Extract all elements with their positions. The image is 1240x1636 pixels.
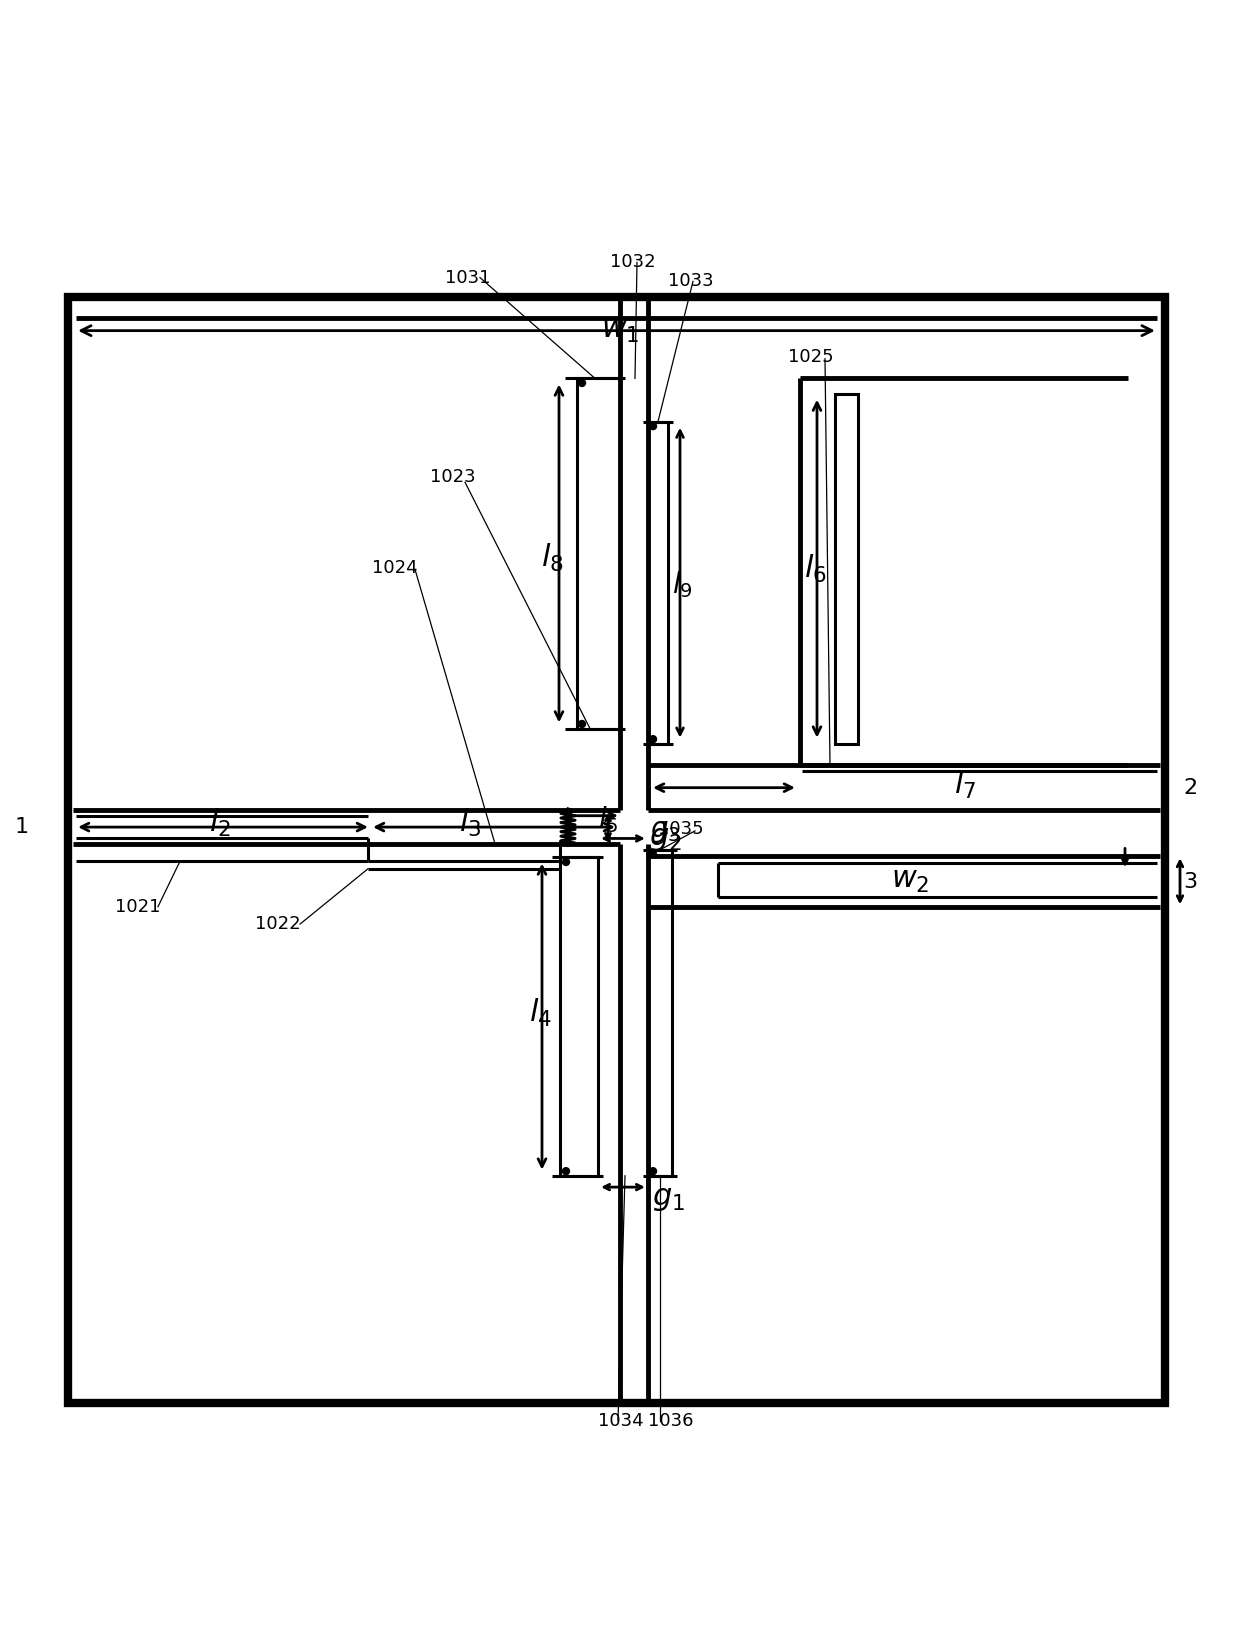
Bar bbox=[577, 378, 620, 728]
Text: 1034: 1034 bbox=[598, 1412, 644, 1430]
Text: $\mathit{w_1}$: $\mathit{w_1}$ bbox=[600, 316, 640, 345]
Text: $\mathit{l_2}$: $\mathit{l_2}$ bbox=[210, 807, 231, 839]
Text: $\mathit{l_7}$: $\mathit{l_7}$ bbox=[954, 769, 976, 802]
Text: $\mathit{w_2}$: $\mathit{w_2}$ bbox=[890, 865, 929, 895]
Text: 1035: 1035 bbox=[658, 820, 703, 838]
Circle shape bbox=[650, 422, 656, 430]
Text: $\mathit{g_3}$: $\mathit{g_3}$ bbox=[650, 816, 681, 844]
Text: 3: 3 bbox=[1183, 872, 1197, 892]
Text: $\mathit{l_8}$: $\mathit{l_8}$ bbox=[541, 542, 563, 574]
Text: $\mathit{l_5}$: $\mathit{l_5}$ bbox=[598, 805, 619, 834]
Text: $\mathit{l_6}$: $\mathit{l_6}$ bbox=[804, 553, 826, 586]
Text: 1036: 1036 bbox=[649, 1412, 693, 1430]
Text: $\mathit{l_3}$: $\mathit{l_3}$ bbox=[459, 807, 481, 839]
Text: 1025: 1025 bbox=[787, 348, 833, 366]
Bar bbox=[649, 849, 672, 1176]
Text: 1: 1 bbox=[15, 816, 29, 838]
Text: 2: 2 bbox=[1183, 777, 1197, 798]
Bar bbox=[68, 296, 1166, 1404]
Text: $\mathit{g_2}$: $\mathit{g_2}$ bbox=[649, 825, 682, 852]
Bar bbox=[649, 422, 668, 744]
Text: $\mathit{l_4}$: $\mathit{l_4}$ bbox=[528, 996, 552, 1029]
Text: $\mathit{l_9}$: $\mathit{l_9}$ bbox=[672, 569, 692, 600]
Text: 1033: 1033 bbox=[668, 272, 714, 290]
Circle shape bbox=[579, 380, 585, 386]
Circle shape bbox=[563, 1168, 569, 1175]
Circle shape bbox=[579, 720, 585, 728]
Circle shape bbox=[650, 736, 656, 743]
Bar bbox=[560, 857, 598, 1176]
Circle shape bbox=[650, 851, 656, 857]
Text: 1022: 1022 bbox=[255, 915, 300, 933]
Bar bbox=[835, 394, 858, 744]
Text: 1032: 1032 bbox=[610, 254, 656, 272]
Text: 1021: 1021 bbox=[115, 898, 160, 916]
Text: 1023: 1023 bbox=[430, 468, 476, 486]
Circle shape bbox=[650, 1168, 656, 1175]
Circle shape bbox=[563, 859, 569, 865]
Text: 1024: 1024 bbox=[372, 560, 418, 578]
Text: $\mathit{g_1}$: $\mathit{g_1}$ bbox=[651, 1184, 684, 1212]
Text: 1031: 1031 bbox=[445, 268, 491, 286]
